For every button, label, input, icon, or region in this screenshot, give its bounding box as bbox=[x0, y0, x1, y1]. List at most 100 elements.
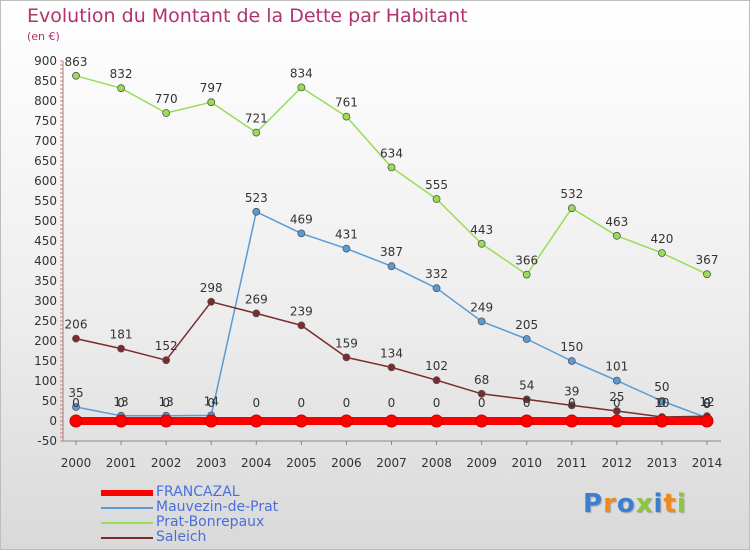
y-tick-label: 150 bbox=[34, 354, 57, 368]
data-label-prat-bonrepaux: 443 bbox=[470, 223, 493, 237]
legend-swatch bbox=[101, 490, 153, 496]
y-tick-label: 700 bbox=[34, 134, 57, 148]
data-label-prat-bonrepaux: 863 bbox=[65, 55, 88, 69]
x-tick-label: 2003 bbox=[196, 456, 227, 470]
data-label-saleich: 102 bbox=[425, 359, 448, 373]
data-label-mauvezin-de-prat: 205 bbox=[515, 318, 538, 332]
data-point-saleich bbox=[342, 353, 351, 362]
data-point-francazal bbox=[69, 414, 83, 428]
data-point-prat-bonrepaux bbox=[72, 71, 80, 80]
data-label-mauvezin-de-prat: 387 bbox=[380, 245, 403, 259]
data-label-francazal: 0 bbox=[478, 396, 486, 410]
chart-subtitle: (en €) bbox=[27, 30, 60, 43]
data-point-saleich bbox=[387, 363, 396, 372]
data-point-mauvezin-de-prat bbox=[72, 403, 80, 411]
data-point-francazal bbox=[114, 414, 128, 428]
x-tick-label: 2000 bbox=[61, 456, 92, 470]
data-point-saleich bbox=[207, 297, 216, 306]
data-label-prat-bonrepaux: 366 bbox=[515, 254, 538, 268]
y-tick-label: 650 bbox=[34, 154, 57, 168]
data-label-mauvezin-de-prat: 150 bbox=[560, 340, 583, 354]
data-label-saleich: 269 bbox=[245, 292, 268, 306]
y-tick-label: 350 bbox=[34, 274, 57, 288]
data-point-prat-bonrepaux bbox=[432, 195, 441, 203]
data-point-francazal bbox=[610, 414, 624, 428]
x-tick-label: 2005 bbox=[286, 456, 317, 470]
data-point-prat-bonrepaux bbox=[703, 270, 711, 279]
data-point-mauvezin-de-prat bbox=[297, 229, 306, 238]
data-point-mauvezin-de-prat bbox=[432, 284, 441, 293]
data-label-francazal: 0 bbox=[252, 396, 260, 410]
data-point-francazal bbox=[565, 414, 579, 428]
data-label-mauvezin-de-prat: 101 bbox=[605, 360, 628, 374]
x-tick-label: 2014 bbox=[692, 456, 723, 470]
data-label-mauvezin-de-prat: 50 bbox=[654, 380, 669, 394]
data-label-saleich: 39 bbox=[564, 384, 579, 398]
x-tick-label: 2006 bbox=[331, 456, 362, 470]
data-point-prat-bonrepaux bbox=[567, 204, 576, 213]
data-point-prat-bonrepaux bbox=[252, 128, 261, 137]
y-tick-label: 900 bbox=[34, 54, 57, 68]
data-point-francazal bbox=[385, 414, 398, 428]
data-label-saleich: 68 bbox=[474, 373, 489, 387]
data-point-francazal bbox=[655, 414, 669, 428]
data-label-mauvezin-de-prat: 8 bbox=[703, 397, 711, 411]
legend-label: Prat-Bonrepaux bbox=[156, 514, 265, 530]
x-tick-label: 2012 bbox=[602, 456, 633, 470]
x-tick-label: 2013 bbox=[647, 456, 678, 470]
y-tick-label: 450 bbox=[34, 234, 57, 248]
y-tick-label: 250 bbox=[34, 314, 57, 328]
data-point-prat-bonrepaux bbox=[612, 231, 621, 240]
data-label-francazal: 0 bbox=[207, 396, 215, 410]
data-label-saleich: 181 bbox=[110, 328, 133, 342]
data-label-prat-bonrepaux: 770 bbox=[155, 92, 178, 106]
data-label-prat-bonrepaux: 420 bbox=[650, 232, 673, 246]
legend-label: Saleich bbox=[156, 529, 207, 545]
data-point-prat-bonrepaux bbox=[387, 163, 396, 172]
y-tick-label: 200 bbox=[34, 334, 57, 348]
data-label-saleich: 159 bbox=[335, 336, 358, 350]
data-label-prat-bonrepaux: 532 bbox=[560, 187, 583, 201]
x-tick-label: 2007 bbox=[376, 456, 407, 470]
data-label-prat-bonrepaux: 555 bbox=[425, 178, 448, 192]
data-point-prat-bonrepaux bbox=[297, 83, 306, 92]
data-point-mauvezin-de-prat bbox=[658, 397, 666, 405]
data-label-francazal: 0 bbox=[388, 396, 396, 410]
legend-swatch bbox=[101, 507, 153, 509]
legend-swatch bbox=[101, 537, 153, 539]
data-label-francazal: 0 bbox=[568, 396, 576, 410]
data-label-prat-bonrepaux: 463 bbox=[605, 215, 628, 229]
y-tick-label: 600 bbox=[34, 174, 57, 188]
y-tick-label: 100 bbox=[34, 374, 57, 388]
data-point-francazal bbox=[700, 414, 714, 428]
data-label-francazal: 0 bbox=[298, 396, 306, 410]
x-tick-label: 2011 bbox=[557, 456, 588, 470]
data-label-saleich: 10 bbox=[654, 396, 669, 410]
y-tick-label: 850 bbox=[34, 74, 57, 88]
data-label-saleich: 54 bbox=[519, 378, 534, 392]
x-tick-label: 2008 bbox=[421, 456, 452, 470]
data-point-saleich bbox=[522, 395, 531, 404]
data-point-mauvezin-de-prat bbox=[342, 244, 351, 253]
y-tick-label: 50 bbox=[42, 394, 57, 408]
data-label-mauvezin-de-prat: 249 bbox=[470, 300, 493, 314]
x-tick-label: 2004 bbox=[241, 456, 272, 470]
legend-label: FRANCAZAL bbox=[156, 484, 240, 500]
data-label-prat-bonrepaux: 761 bbox=[335, 96, 358, 110]
data-label-mauvezin-de-prat: 332 bbox=[425, 267, 448, 281]
data-label-saleich: 152 bbox=[155, 339, 178, 353]
data-point-saleich bbox=[252, 309, 261, 318]
data-point-saleich bbox=[477, 389, 486, 398]
data-label-francazal: 0 bbox=[433, 396, 441, 410]
data-label-prat-bonrepaux: 721 bbox=[245, 112, 268, 126]
data-point-mauvezin-de-prat bbox=[612, 376, 621, 385]
data-point-mauvezin-de-prat bbox=[477, 317, 486, 326]
y-tick-label: 0 bbox=[49, 414, 57, 428]
y-tick-label: 500 bbox=[34, 214, 57, 228]
data-label-saleich: 206 bbox=[65, 318, 88, 332]
data-label-francazal: 0 bbox=[658, 396, 666, 410]
data-point-mauvezin-de-prat bbox=[522, 335, 531, 343]
data-label-francazal: 0 bbox=[72, 396, 80, 410]
data-label-mauvezin-de-prat: 523 bbox=[245, 191, 268, 205]
